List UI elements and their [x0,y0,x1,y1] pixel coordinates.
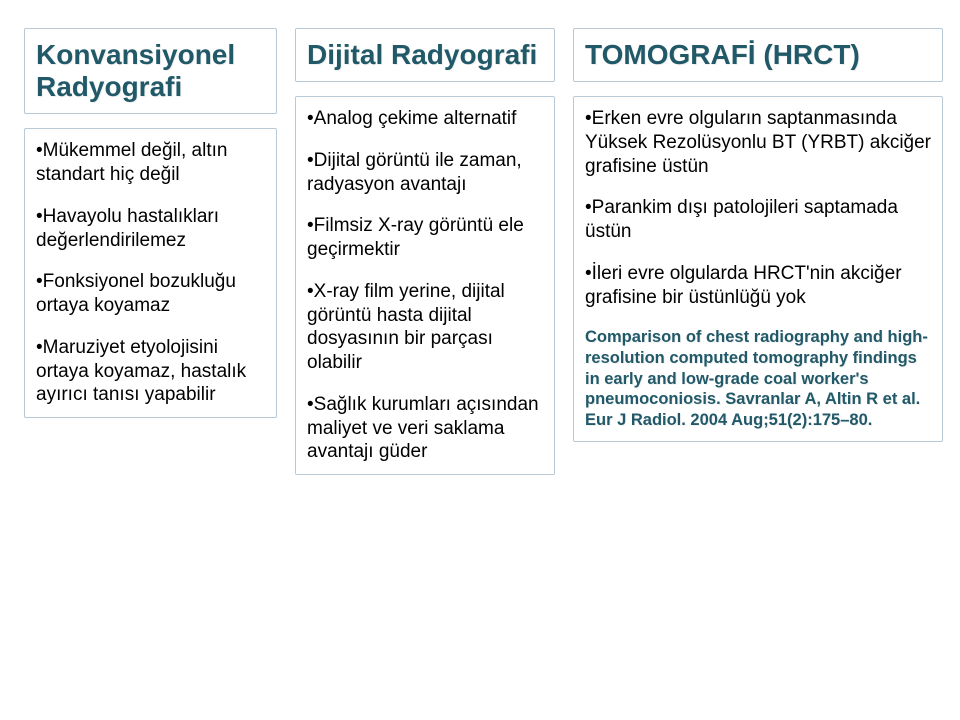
item-text: Sağlık kurumları açısından maliyet ve ve… [307,394,539,463]
title-box-col2: Dijital Radyografi [295,28,555,82]
content-box-col3: •Erken evre olguların saptanmasında Yüks… [573,96,943,441]
bullet-icon: • [307,394,314,415]
list-item: •Havayolu hastalıkları değerlendirilemez [36,205,265,253]
slide-container: Konvansiyonel Radyografi •Mükemmel değil… [0,0,960,720]
bullet-icon: • [585,197,592,218]
bullet-icon: • [307,150,314,171]
list-item: •Filmsiz X-ray görüntü ele geçirmektir [307,214,543,262]
item-text: Maruziyet etyolojisini ortaya koyamaz, h… [36,337,246,406]
item-text: Parankim dışı patolojileri saptamada üst… [585,197,898,242]
item-text: Mükemmel değil, altın standart hiç değil [36,140,227,185]
item-text: Erken evre olguların saptanmasında Yükse… [585,108,931,177]
list-item: •Mükemmel değil, altın standart hiç deği… [36,139,265,187]
bullet-icon: • [36,271,43,292]
list-item: •Erken evre olguların saptanmasında Yüks… [585,107,931,178]
title-text-col1: Konvansiyonel Radyografi [36,39,265,103]
bullet-icon: • [36,140,43,161]
list-item: •Analog çekime alternatif [307,107,543,131]
citation-text: Comparison of chest radiography and high… [585,327,931,430]
item-text: İleri evre olgularda HRCT'nin akciğer gr… [585,263,902,308]
column-konvansiyonel: Konvansiyonel Radyografi •Mükemmel değil… [24,28,277,692]
bullet-icon: • [307,108,314,129]
title-text-col3: TOMOGRAFİ (HRCT) [585,39,931,71]
list-item: •Fonksiyonel bozukluğu ortaya koyamaz [36,270,265,318]
item-text: Fonksiyonel bozukluğu ortaya koyamaz [36,271,236,316]
item-text: Analog çekime alternatif [314,108,517,129]
list-item: •İleri evre olgularda HRCT'nin akciğer g… [585,262,931,310]
item-text: X-ray film yerine, dijital görüntü hasta… [307,281,505,373]
bullet-icon: • [307,215,314,236]
column-tomografi: TOMOGRAFİ (HRCT) •Erken evre olguların s… [573,28,943,692]
title-box-col3: TOMOGRAFİ (HRCT) [573,28,943,82]
list-item: •Dijital görüntü ile zaman, radyasyon av… [307,149,543,197]
bullet-icon: • [36,206,43,227]
bullet-icon: • [36,337,43,358]
bullet-icon: • [585,108,592,129]
bullet-icon: • [307,281,314,302]
bullet-icon: • [585,263,592,284]
list-item: •Sağlık kurumları açısından maliyet ve v… [307,393,543,464]
list-item: •X-ray film yerine, dijital görüntü hast… [307,280,543,375]
content-box-col1: •Mükemmel değil, altın standart hiç deği… [24,128,277,418]
content-box-col2: •Analog çekime alternatif •Dijital görün… [295,96,555,475]
list-item: •Maruziyet etyolojisini ortaya koyamaz, … [36,336,265,407]
list-item: •Parankim dışı patolojileri saptamada üs… [585,196,931,244]
title-text-col2: Dijital Radyografi [307,39,543,71]
item-text: Dijital görüntü ile zaman, radyasyon ava… [307,150,522,195]
item-text: Havayolu hastalıkları değerlendirilemez [36,206,219,251]
column-dijital: Dijital Radyografi •Analog çekime altern… [295,28,555,692]
title-box-col1: Konvansiyonel Radyografi [24,28,277,114]
item-text: Filmsiz X-ray görüntü ele geçirmektir [307,215,524,260]
